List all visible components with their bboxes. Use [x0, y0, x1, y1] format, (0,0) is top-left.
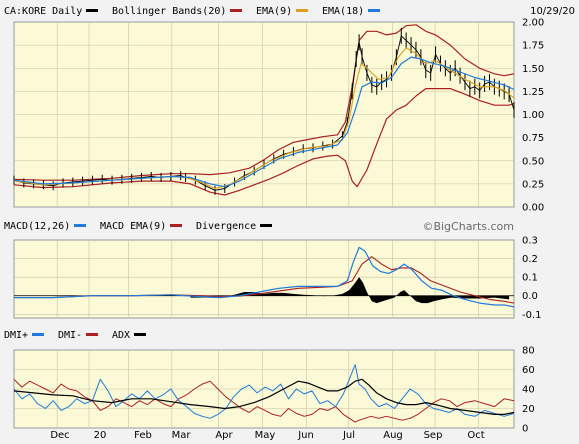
- y-tick-label: 0: [522, 424, 528, 435]
- y-tick-label: 0.00: [522, 203, 544, 214]
- y-tick-label: -0.1: [522, 310, 542, 321]
- legend-swatch: [260, 224, 272, 227]
- y-tick-label: 1.75: [522, 41, 544, 52]
- y-tick-label: 1.00: [522, 110, 544, 121]
- x-axis-labels: Dec 20 Feb Mar Apr May Jun Jul Aug Sep Oct: [50, 430, 484, 441]
- y-tick-label: 80: [522, 346, 535, 357]
- legend-swatch: [86, 9, 98, 12]
- price-y-ticks: 2.00 1.75 1.50 1.25 1.00 0.75 0.50 0.25 0.00: [522, 18, 544, 214]
- macd-legend: MACD(12,26) MACD EMA(9) Divergence: [4, 221, 272, 232]
- x-tick-label: Apr: [215, 430, 233, 441]
- dmi-legend: DMI+ DMI- ADX: [4, 330, 146, 341]
- x-tick-label: Feb: [134, 430, 152, 441]
- legend-label: Bollinger Bands(20): [112, 6, 226, 17]
- legend-label: Divergence: [196, 221, 256, 232]
- chart-date: 10/29/20: [530, 6, 575, 17]
- adx-line: [13, 378, 515, 415]
- legend-swatch: [296, 9, 308, 12]
- x-tick-label: Dec: [50, 430, 69, 441]
- x-tick-label: Mar: [172, 430, 192, 441]
- y-tick-label: 40: [522, 385, 535, 396]
- y-tick-label: 20: [522, 404, 535, 415]
- legend-swatch: [170, 224, 182, 227]
- x-tick-label: May: [255, 430, 276, 441]
- macd-plot-area: [13, 239, 515, 319]
- legend-swatch: [86, 333, 98, 336]
- legend-swatch: [230, 9, 242, 12]
- y-tick-label: 0.75: [522, 133, 544, 144]
- y-tick-label: 0.25: [522, 179, 544, 190]
- legend-label: DMI-: [58, 330, 82, 341]
- legend-swatch: [74, 224, 86, 227]
- y-tick-label: 60: [522, 365, 535, 376]
- y-tick-label: 1.50: [522, 64, 544, 75]
- x-tick-label: Jun: [297, 430, 314, 441]
- y-tick-label: 1.25: [522, 87, 544, 98]
- dmi-lines: [13, 364, 515, 423]
- y-tick-label: 0.1: [522, 273, 538, 284]
- price-legend: CA:KORE Daily Bollinger Bands(20) EMA(9) EM…: [4, 6, 380, 17]
- legend-label: ADX: [112, 330, 130, 341]
- price-panel: 2.00 1.75 1.50 1.25 1.00 0.75 0.50 0.25 0.00 CA:…: [4, 6, 575, 214]
- bollinger-upper-line: [13, 24, 515, 181]
- y-tick-label: 2.00: [522, 18, 544, 29]
- y-tick-label: 0.0: [522, 291, 538, 302]
- legend-label: CA:KORE Daily: [4, 6, 82, 17]
- bollinger-bands: [13, 24, 515, 196]
- x-tick-label: Aug: [383, 430, 403, 441]
- divergence-area: [190, 277, 510, 304]
- watermark: ©BigCharts.com: [422, 220, 514, 233]
- macd-divergence: [190, 277, 510, 304]
- dmi-minus-line: [13, 378, 515, 423]
- dmi-plus-line: [13, 364, 515, 419]
- legend-label: MACD(12,26): [4, 221, 70, 232]
- legend-swatch: [32, 333, 44, 336]
- y-tick-label: 0.2: [522, 254, 538, 265]
- dmi-y-ticks: 80 60 40 20 0: [522, 346, 535, 435]
- x-tick-label: 20: [94, 430, 107, 441]
- x-tick-label: Oct: [467, 430, 484, 441]
- macd-lines: [14, 246, 515, 308]
- legend-label: EMA(9): [256, 6, 292, 17]
- legend-label: MACD EMA(9): [100, 221, 166, 232]
- legend-swatch: [134, 333, 146, 336]
- macd-panel: 0.3 0.2 0.1 0.0 -0.1 MACD(12,26) MACD EMA(9) D…: [4, 220, 542, 321]
- dmi-panel: 80 60 40 20 0 DMI+ DMI- ADX Dec 20 Feb Mar Apr May J…: [4, 330, 535, 441]
- macd-y-ticks: 0.3 0.2 0.1 0.0 -0.1: [522, 236, 542, 321]
- macd-line: [14, 246, 515, 308]
- y-tick-label: 0.50: [522, 156, 544, 167]
- legend-label: DMI+: [4, 330, 28, 341]
- legend-swatch: [368, 9, 380, 12]
- ema-lines: [13, 47, 515, 190]
- x-tick-label: Jul: [342, 430, 355, 441]
- x-tick-label: Sep: [424, 430, 443, 441]
- bollinger-lower-line: [13, 87, 515, 196]
- y-tick-label: 0.3: [522, 236, 538, 247]
- ema18-line: [13, 56, 515, 188]
- legend-label: EMA(18): [322, 6, 364, 17]
